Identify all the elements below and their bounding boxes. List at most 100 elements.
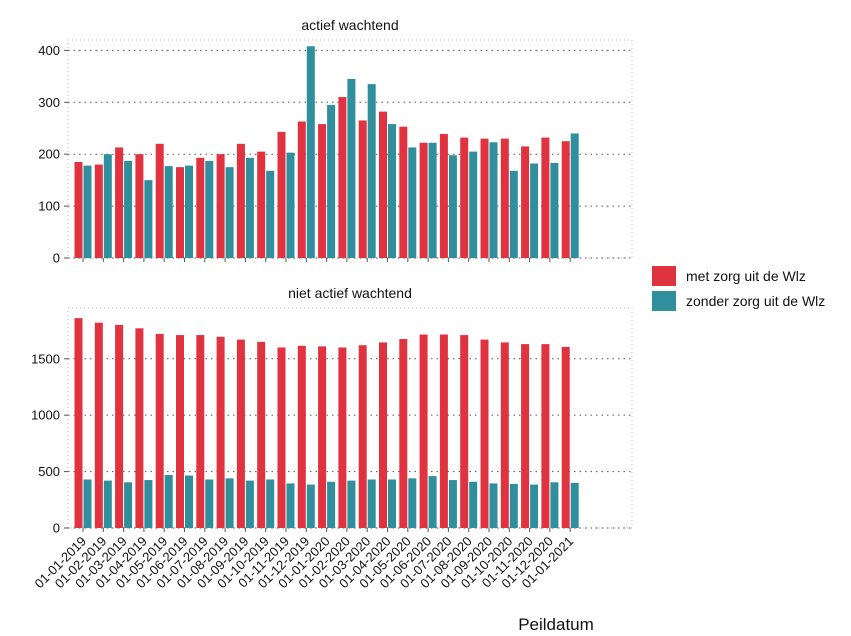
bar-zonder-zorg: [185, 475, 193, 528]
y-tick-label: 200: [38, 147, 60, 162]
x-axis-title: Peildatum: [518, 615, 594, 634]
bar-met-zorg: [419, 142, 428, 258]
bar-zonder-zorg: [266, 170, 275, 258]
legend-swatch-met-zorg: [652, 266, 676, 286]
bar-zonder-zorg: [347, 78, 356, 258]
bar-zonder-zorg: [469, 151, 478, 258]
bar-met-zorg: [480, 339, 489, 528]
bar-met-zorg: [155, 333, 164, 528]
bar-zonder-zorg: [205, 160, 214, 258]
bar-zonder-zorg: [225, 167, 234, 258]
bar-zonder-zorg: [266, 479, 275, 528]
bar-met-zorg: [419, 334, 428, 528]
bar-met-zorg: [297, 121, 306, 258]
bar-zonder-zorg: [367, 479, 376, 528]
bar-zonder-zorg: [408, 478, 417, 528]
bar-met-zorg: [399, 339, 408, 528]
bar-met-zorg: [115, 147, 124, 258]
bar-met-zorg: [439, 133, 448, 258]
bar-zonder-zorg: [327, 104, 336, 258]
bar-zonder-zorg: [550, 163, 559, 258]
bar-zonder-zorg: [570, 133, 579, 258]
bar-zonder-zorg: [509, 170, 518, 258]
bar-zonder-zorg: [388, 479, 396, 528]
y-tick-label: 300: [38, 95, 60, 110]
bar-zonder-zorg: [489, 142, 498, 258]
bar-zonder-zorg: [367, 84, 376, 258]
bar-zonder-zorg: [205, 479, 214, 528]
legend: met zorg uit de Wlz zonder zorg uit de W…: [652, 266, 825, 311]
bar-met-zorg: [500, 342, 509, 528]
y-tick-label: 0: [53, 251, 60, 266]
bar-zonder-zorg: [164, 474, 173, 528]
bar-zonder-zorg: [448, 155, 457, 258]
bar-zonder-zorg: [306, 484, 315, 528]
bar-zonder-zorg: [164, 166, 173, 258]
bar-met-zorg: [399, 126, 408, 258]
bar-zonder-zorg: [83, 165, 92, 258]
bar-zonder-zorg: [489, 483, 498, 528]
bar-met-zorg: [236, 143, 245, 258]
bar-zonder-zorg: [245, 480, 254, 528]
bar-met-zorg: [74, 318, 83, 528]
bar-zonder-zorg: [144, 480, 153, 528]
bar-zonder-zorg: [124, 160, 133, 258]
bar-met-zorg: [135, 328, 144, 528]
bar-met-zorg: [338, 97, 347, 258]
bar-met-zorg: [318, 346, 327, 528]
panel-title-actief-wachtend: actief wachtend: [301, 17, 398, 33]
bar-met-zorg: [297, 345, 306, 528]
bar-zonder-zorg: [408, 147, 417, 258]
bar-zonder-zorg: [225, 478, 234, 528]
bar-zonder-zorg: [570, 482, 579, 528]
bar-zonder-zorg: [286, 152, 295, 258]
bar-met-zorg: [216, 336, 225, 528]
bar-zonder-zorg: [347, 480, 356, 528]
bar-met-zorg: [115, 324, 124, 528]
bar-zonder-zorg: [286, 483, 295, 528]
legend-swatch-zonder-zorg: [652, 291, 676, 311]
bar-met-zorg: [541, 344, 550, 528]
bar-zonder-zorg: [448, 480, 457, 528]
x-axis: 01-01-201901-02-201901-03-201901-04-2019…: [31, 534, 576, 592]
y-tick-label: 1000: [31, 408, 60, 423]
bar-met-zorg: [379, 342, 387, 528]
bar-met-zorg: [338, 347, 347, 528]
bar-zonder-zorg: [469, 481, 478, 528]
bar-zonder-zorg: [185, 165, 193, 258]
bar-zonder-zorg: [103, 480, 112, 528]
bar-met-zorg: [216, 154, 225, 258]
bar-met-zorg: [561, 141, 570, 258]
bar-met-zorg: [379, 111, 387, 258]
bar-met-zorg: [500, 138, 509, 258]
bar-zonder-zorg: [245, 157, 254, 258]
bar-zonder-zorg: [124, 482, 133, 528]
bar-zonder-zorg: [306, 46, 315, 258]
bar-zonder-zorg: [428, 142, 437, 258]
bar-met-zorg: [541, 137, 550, 258]
bar-met-zorg: [277, 347, 286, 528]
bar-zonder-zorg: [83, 479, 92, 528]
y-tick-label: 0: [53, 521, 60, 536]
bar-zonder-zorg: [530, 484, 539, 528]
bar-met-zorg: [277, 131, 286, 258]
panel-niet-actief-wachtend: niet actief wachtend 0 500 1000 1500: [31, 285, 633, 536]
y-tick-label: 100: [38, 199, 60, 214]
bar-met-zorg: [439, 334, 448, 528]
bar-met-zorg: [358, 345, 367, 528]
bar-zonder-zorg: [103, 154, 112, 258]
bar-met-zorg: [561, 346, 570, 528]
bar-met-zorg: [135, 154, 144, 258]
y-tick-label: 500: [38, 464, 60, 479]
bar-met-zorg: [358, 120, 367, 258]
bar-met-zorg: [257, 151, 266, 258]
panel-actief-wachtend: actief wachtend 0 100 200 300 400: [38, 17, 633, 266]
bar-met-zorg: [176, 167, 184, 258]
bar-zonder-zorg: [388, 124, 396, 258]
panel-title-niet-actief-wachtend: niet actief wachtend: [288, 285, 412, 301]
y-tick-label: 1500: [31, 351, 60, 366]
bar-zonder-zorg: [530, 163, 539, 258]
legend-label-zonder-zorg: zonder zorg uit de Wlz: [686, 293, 825, 309]
bar-zonder-zorg: [428, 476, 437, 528]
